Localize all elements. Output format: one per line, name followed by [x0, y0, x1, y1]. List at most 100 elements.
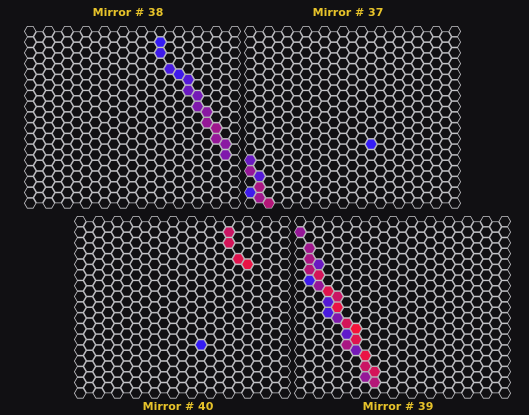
hex-pixel [116, 79, 130, 91]
hex-pixel [336, 36, 350, 48]
hex-pixel [253, 52, 266, 64]
hex-pixel [176, 328, 189, 340]
hex-pixel [135, 101, 149, 112]
hex-pixel [92, 344, 106, 356]
hit-pixel [349, 334, 363, 345]
mirror-38-label: Mirror # 38 [93, 6, 164, 19]
hex-pixel [157, 285, 171, 297]
hex-pixel [293, 237, 307, 249]
hex-pixel [303, 221, 316, 233]
hex-pixel [185, 355, 199, 367]
hit-pixel [303, 242, 316, 254]
hex-pixel [262, 90, 276, 102]
hex-pixel [157, 221, 171, 233]
hex-pixel [355, 187, 369, 198]
hex-pixel [269, 307, 282, 319]
hex-pixel [293, 323, 307, 335]
hex-pixel [135, 122, 149, 134]
hex-pixel [191, 36, 204, 48]
hex-pixel [392, 187, 406, 198]
hex-pixel [271, 170, 285, 182]
hex-pixel [359, 264, 372, 276]
hex-pixel [414, 360, 428, 372]
hex-pixel [331, 387, 344, 399]
hex-pixel [89, 74, 102, 86]
hex-pixel [129, 248, 143, 260]
mirror-37-panel[interactable] [243, 25, 462, 209]
hex-pixel [61, 154, 74, 166]
hex-pixel [489, 242, 502, 254]
hex-pixel [120, 350, 133, 362]
hex-pixel [405, 237, 419, 249]
hex-pixel [269, 275, 282, 286]
hex-pixel [139, 275, 152, 286]
hex-pixel [452, 296, 465, 308]
hex-pixel [79, 122, 93, 134]
hex-pixel [129, 366, 143, 378]
hex-pixel [442, 248, 456, 260]
hex-pixel [470, 350, 484, 362]
hex-pixel [442, 291, 456, 302]
hex-pixel [73, 366, 87, 378]
hex-pixel [331, 355, 344, 367]
hex-pixel [148, 269, 161, 281]
hex-pixel [135, 58, 149, 70]
hex-pixel [439, 106, 452, 118]
hex-pixel [191, 58, 204, 70]
hex-pixel [452, 339, 465, 351]
hit-pixel [293, 226, 307, 238]
hex-pixel [290, 170, 303, 182]
hex-pixel [116, 122, 130, 134]
hex-pixel [414, 328, 428, 340]
hex-pixel [420, 31, 434, 43]
hex-pixel [340, 242, 353, 254]
hex-pixel [191, 176, 204, 188]
hex-pixel [194, 350, 208, 362]
hex-pixel [185, 280, 199, 292]
hex-pixel [116, 133, 130, 145]
hex-pixel [377, 285, 391, 297]
hex-pixel [293, 355, 307, 367]
hex-pixel [420, 63, 434, 75]
hex-pixel [182, 138, 195, 150]
hex-pixel [228, 176, 242, 188]
hex-pixel [185, 312, 199, 324]
hex-pixel [92, 269, 106, 281]
hex-pixel [228, 58, 242, 70]
hex-pixel [386, 323, 400, 335]
hex-pixel [116, 36, 130, 48]
hex-pixel [79, 111, 93, 123]
hex-pixel [194, 275, 208, 286]
hex-pixel [405, 248, 419, 260]
hex-pixel [318, 154, 331, 166]
hex-pixel [73, 215, 87, 227]
hex-pixel [318, 47, 331, 59]
hit-pixel [222, 226, 236, 238]
hex-pixel [204, 280, 217, 292]
hex-pixel [290, 31, 303, 43]
hex-pixel [402, 117, 415, 129]
hex-pixel [42, 122, 56, 134]
hex-pixel [498, 366, 512, 378]
hex-pixel [281, 144, 294, 155]
hex-pixel [51, 63, 65, 75]
hex-pixel [429, 101, 443, 112]
hex-pixel [461, 291, 474, 302]
hex-pixel [433, 242, 446, 254]
hex-pixel [139, 307, 152, 319]
hex-pixel [271, 192, 285, 204]
hex-pixel [148, 323, 161, 335]
mirror-38-panel[interactable] [23, 25, 242, 209]
hex-pixel [312, 355, 326, 367]
hex-pixel [299, 165, 313, 177]
hex-pixel [318, 197, 331, 209]
mirror-40-panel[interactable] [73, 215, 292, 399]
hex-pixel [355, 58, 369, 70]
hex-pixel [452, 242, 465, 254]
mirror-39-panel[interactable] [293, 215, 512, 399]
hex-pixel [232, 285, 245, 297]
hex-pixel [290, 117, 303, 129]
hex-pixel [271, 52, 285, 64]
hex-pixel [148, 355, 161, 367]
hex-pixel [154, 111, 167, 123]
